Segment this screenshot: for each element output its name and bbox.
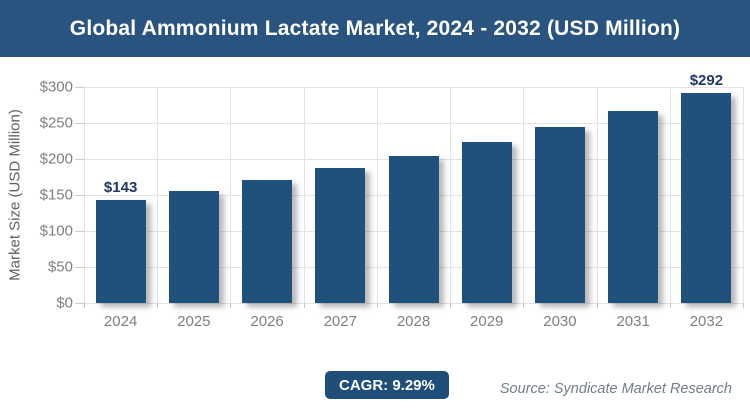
chart-title-bar: Global Ammonium Lactate Market, 2024 - 2… xyxy=(0,0,750,57)
x-tick-mark xyxy=(450,303,452,308)
chart-title: Global Ammonium Lactate Market, 2024 - 2… xyxy=(69,16,681,40)
bar-2025 xyxy=(168,190,219,303)
bar-2024 xyxy=(95,200,146,303)
y-gridline xyxy=(84,123,743,124)
y-tick-label: $300 xyxy=(39,78,73,96)
x-tick-label: 2030 xyxy=(543,313,577,330)
x-gridline xyxy=(84,87,85,303)
x-tick-label: 2031 xyxy=(616,313,650,330)
x-tick-label: 2029 xyxy=(470,313,504,330)
x-gridline xyxy=(743,87,744,303)
plot-area xyxy=(84,87,744,304)
y-tick-mark xyxy=(75,87,84,88)
bar-2031 xyxy=(608,111,659,303)
y-tick-label: $150 xyxy=(39,186,73,204)
y-tick-label: $100 xyxy=(39,222,73,240)
y-tick-mark xyxy=(75,303,84,304)
y-tick-mark xyxy=(75,123,84,124)
y-tick-label: $0 xyxy=(56,294,73,312)
x-tick-mark xyxy=(230,303,232,308)
bar-2027 xyxy=(315,168,366,303)
y-tick-mark xyxy=(75,195,84,196)
bar-2030 xyxy=(534,127,585,303)
x-gridline xyxy=(523,87,525,303)
x-tick-label: 2025 xyxy=(177,313,211,330)
x-gridline xyxy=(157,87,159,303)
y-gridline xyxy=(84,303,743,304)
x-tick-mark xyxy=(523,303,525,308)
x-gridline xyxy=(450,87,452,303)
y-gridline xyxy=(84,87,743,88)
x-gridline xyxy=(230,87,232,303)
y-tick-mark xyxy=(75,159,84,160)
x-tick-mark xyxy=(303,303,305,308)
cagr-badge: CAGR: 9.29% xyxy=(325,371,449,399)
x-tick-mark xyxy=(743,303,744,308)
x-tick-label: 2026 xyxy=(250,313,284,330)
y-tick-mark xyxy=(75,267,84,268)
y-tick-label: $200 xyxy=(39,150,73,168)
x-tick-mark xyxy=(669,303,671,308)
x-tick-mark xyxy=(157,303,159,308)
x-tick-label: 2024 xyxy=(103,313,138,330)
x-tick-label: 2027 xyxy=(323,313,357,330)
x-gridline xyxy=(376,87,378,303)
source-attribution: Source: Syndicate Market Research xyxy=(499,381,732,397)
x-tick-label: 2028 xyxy=(396,313,431,330)
x-tick-mark xyxy=(596,303,598,308)
x-gridline xyxy=(596,87,598,303)
x-tick-mark xyxy=(376,303,378,308)
bar-2029 xyxy=(461,142,512,303)
x-gridline xyxy=(669,87,671,303)
x-tick-mark xyxy=(84,303,85,308)
y-tick-label: $50 xyxy=(47,258,73,276)
bar-value-label: $292 xyxy=(689,71,724,89)
x-gridline xyxy=(303,87,305,303)
y-tick-label: $250 xyxy=(39,114,73,132)
bar-2026 xyxy=(242,179,293,303)
bar-value-label: $143 xyxy=(103,179,138,197)
bar-2032 xyxy=(681,92,732,303)
bar-2028 xyxy=(388,156,439,303)
y-tick-mark xyxy=(75,231,84,232)
x-tick-label: 2032 xyxy=(689,313,724,330)
